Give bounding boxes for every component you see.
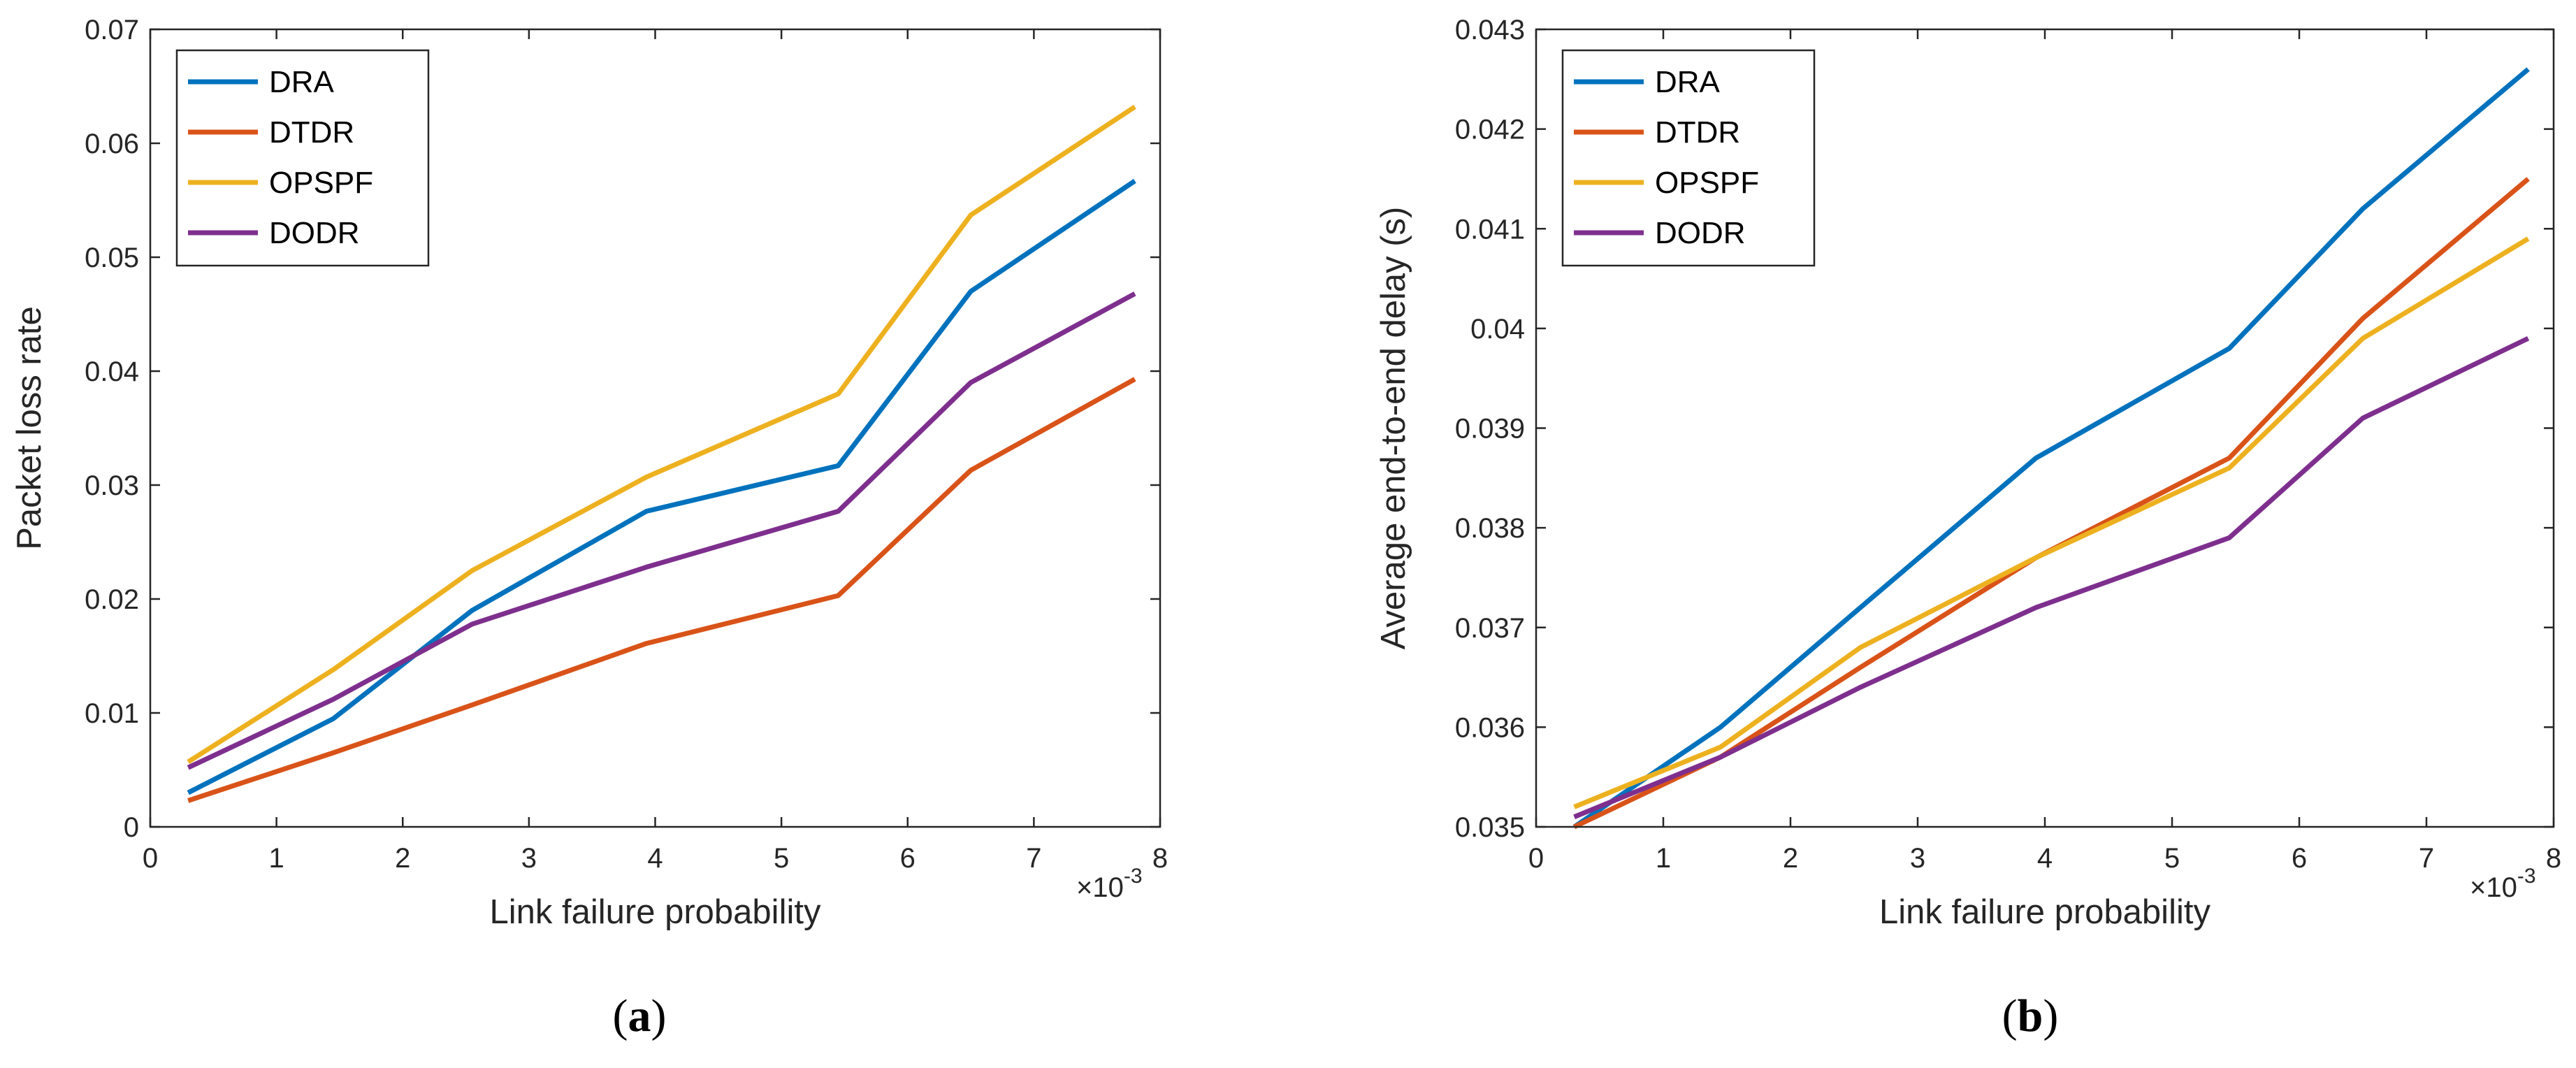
x-tick-label: 2: [395, 843, 410, 874]
y-tick-label: 0.05: [85, 243, 139, 273]
legend-box: [175, 49, 430, 267]
y-tick-label: 0: [124, 812, 139, 843]
series-line-dra: [187, 178, 1136, 795]
x-axis-label: Link failure probability: [1879, 893, 2210, 931]
legend-label-opspf: OPSPF: [1655, 166, 1759, 200]
x-tick-label: 1: [1656, 843, 1671, 874]
y-axis-label: Average end-to-end delay (s): [1375, 207, 1412, 650]
x-exponent-label: ×10-3: [2470, 865, 2536, 903]
y-tick-label: 0.03: [85, 470, 139, 501]
panel-label-close: ): [2043, 990, 2058, 1041]
y-tick-label: 0.038: [1455, 513, 1525, 544]
panel-label-open: (: [613, 990, 628, 1041]
x-exponent-base: ×10: [2470, 872, 2517, 903]
panel-label-close: ): [651, 990, 667, 1041]
legend-label-dodr: DODR: [1655, 216, 1746, 250]
y-tick-label: 0.035: [1455, 812, 1525, 843]
y-tick-label: 0.037: [1455, 613, 1525, 644]
chart-panel-b: 0 1 2 3 4 5 6 7 8 0.035 0.036 0.037 0.038 0.039 0.04 0.…: [1375, 15, 2561, 1041]
legend-label-dodr: DODR: [269, 216, 360, 250]
panel-label-letter: b: [2018, 990, 2043, 1041]
legend-label-dra: DRA: [269, 65, 335, 99]
y-tick-label: 0.02: [85, 584, 139, 615]
series-line-dodr: [1573, 335, 2530, 819]
y-tick-label: 0.04: [1470, 314, 1525, 345]
y-tick-label: 0.07: [85, 15, 139, 45]
x-tick-label: 8: [1152, 843, 1168, 874]
series-line-opspf: [187, 104, 1136, 765]
y-tick-label: 0.041: [1455, 214, 1525, 245]
y-tick-label: 0.04: [85, 356, 139, 387]
panel-label: (b): [2002, 990, 2059, 1041]
x-tick-label: 1: [269, 843, 284, 874]
legend-label-dtdr: DTDR: [269, 115, 354, 150]
series-line-dra: [1572, 67, 2530, 829]
y-tick-label: 0.06: [85, 129, 139, 159]
x-exponent-label: ×10-3: [1076, 865, 1143, 903]
y-tick-label: 0.043: [1455, 15, 1525, 45]
x-exponent-base: ×10: [1076, 872, 1124, 903]
x-tick-label: 5: [774, 843, 789, 874]
x-tick-label: 0: [143, 843, 158, 874]
panel-label-open: (: [2002, 990, 2018, 1041]
y-tick-label: 0.039: [1455, 414, 1525, 445]
x-exponent-power: -3: [1124, 865, 1143, 888]
legend-label-dra: DRA: [1655, 65, 1721, 99]
x-tick-label: 7: [1026, 843, 1041, 874]
series-line-dodr: [187, 291, 1136, 770]
legend-box: [1561, 49, 1816, 267]
x-tick-label: 2: [1783, 843, 1798, 874]
x-tick-label: 4: [2037, 843, 2053, 874]
chart-panel-a: 0 1 2 3 4 5 6 7 8 0 0.01 0.02 0.03 0.04 0.05 0.06 0.07 Li…: [10, 15, 1168, 1041]
x-axis-label: Link failure probability: [490, 893, 821, 931]
legend-label-dtdr: DTDR: [1655, 115, 1740, 150]
y-tick-label: 0.01: [85, 698, 139, 729]
panel-label: (a): [613, 990, 667, 1041]
y-axis-label: Packet loss rate: [10, 306, 48, 550]
series-line-opspf: [1573, 236, 2530, 809]
x-tick-label: 0: [1528, 843, 1544, 874]
series-line-dtdr: [187, 377, 1136, 803]
legend-label-opspf: OPSPF: [269, 166, 373, 200]
x-exponent-power: -3: [2517, 865, 2536, 888]
y-tick-label: 0.042: [1455, 115, 1525, 145]
x-tick-label: 3: [521, 843, 537, 874]
x-tick-label: 7: [2419, 843, 2434, 874]
x-tick-label: 3: [1910, 843, 1925, 874]
panel-label-letter: a: [628, 990, 651, 1041]
x-tick-label: 5: [2164, 843, 2180, 874]
x-tick-label: 6: [900, 843, 916, 874]
x-tick-label: 4: [647, 843, 663, 874]
y-tick-label: 0.036: [1455, 712, 1525, 743]
x-tick-label: 8: [2546, 843, 2561, 874]
x-tick-label: 6: [2292, 843, 2307, 874]
